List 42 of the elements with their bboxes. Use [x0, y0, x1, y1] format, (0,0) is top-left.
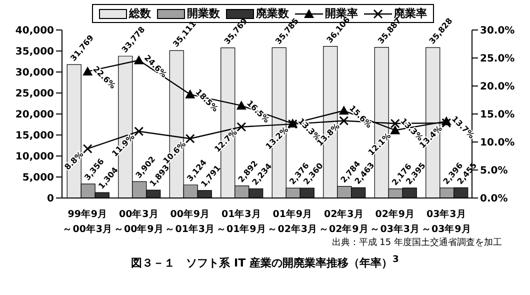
y2-tick-label: 0.0% — [480, 194, 508, 205]
point — [185, 89, 196, 98]
legend-label: 総数 — [128, 6, 151, 21]
point — [185, 134, 195, 144]
y-tick-label: 30,000 — [15, 68, 54, 79]
point — [390, 125, 400, 134]
x-tick-label: 02年3月～02年9月 — [318, 208, 369, 235]
point — [442, 118, 452, 128]
y-tick-label: 20,000 — [15, 110, 54, 121]
point — [82, 144, 92, 154]
x-tick-label: 99年9月～00年3月 — [62, 208, 113, 235]
legend-label: 廃業数 — [256, 7, 289, 20]
y2-tick-label: 5.0% — [480, 166, 508, 177]
x-tick-label: 00年9月～01年3月 — [165, 208, 216, 235]
point — [134, 126, 144, 136]
y-tick-label: 10,000 — [15, 152, 54, 163]
y2-tick-label: 10.0% — [480, 138, 515, 149]
y2-tick-label: 20.0% — [480, 82, 515, 93]
x-tick-label: 00年3月～00年9月 — [114, 208, 164, 235]
point — [390, 118, 400, 128]
y-tick-label: 5,000 — [22, 172, 54, 184]
legend-label: 開業数 — [186, 6, 220, 21]
y-tick-label: 25,000 — [15, 88, 54, 100]
point — [82, 66, 93, 76]
y-tick-label: 0 — [47, 194, 54, 205]
point — [134, 55, 144, 64]
y-tick-label: 40,000 — [15, 26, 54, 37]
x-tick-label: 02年9月～03年3月 — [370, 208, 420, 235]
y-tick-label: 35,000 — [15, 46, 54, 58]
x-tick-label: 01年9月～02年3月 — [268, 208, 318, 235]
point — [236, 122, 246, 132]
y2-tick-label: 30.0% — [480, 26, 515, 37]
point — [339, 116, 349, 126]
x-tick-label: 03年3月～03年9月 — [421, 208, 472, 235]
y2-tick-label: 15.0% — [480, 110, 515, 121]
text: 図３－１ ソフト系 IT 産業の開廃業率推移（年率）$^{3}$ — [131, 254, 399, 270]
y2-tick-label: 25.0% — [480, 54, 515, 65]
point — [236, 100, 246, 110]
x-tick-label: 01年3月～01年9月 — [216, 208, 266, 235]
source-note: 出典：平成 15 年度国土交通省調査を加工 — [330, 236, 503, 249]
point — [338, 106, 349, 115]
y-tick-label: 15,000 — [15, 130, 54, 142]
